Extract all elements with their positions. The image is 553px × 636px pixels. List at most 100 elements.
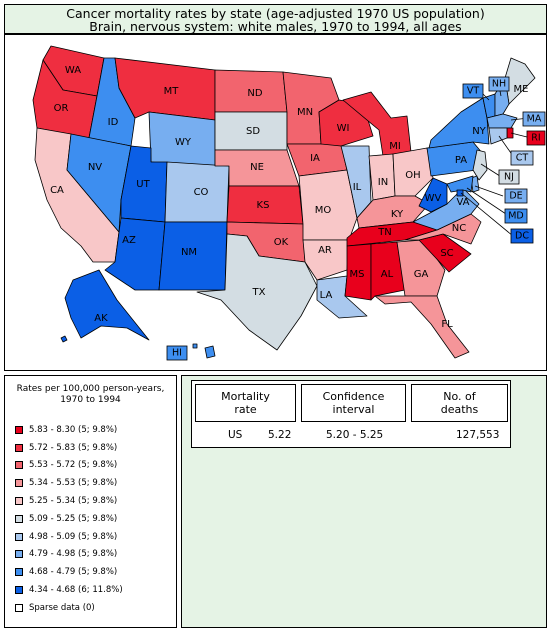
legend-label: 4.68 - 4.79 (5; 9.8%) (29, 567, 118, 578)
tag-MA[interactable] (522, 111, 546, 127)
legend-label: Sparse data (0) (29, 602, 95, 613)
label-KY: KY (391, 209, 404, 220)
label-MA: MA (527, 114, 542, 125)
tag-RI[interactable] (526, 130, 546, 146)
label-ME: ME (514, 84, 529, 95)
label-PA: PA (455, 155, 467, 166)
legend-title: Rates per 100,000 person-years, 1970 to … (16, 384, 165, 405)
tag-HI[interactable] (166, 345, 188, 361)
legend-item: 5.83 - 8.30 (5; 9.8%) (15, 421, 123, 439)
header-deaths: No. of deaths (411, 384, 508, 422)
stats-table: Mortality rate Confidence interval No. of d… (191, 380, 511, 448)
label-MO: MO (315, 205, 332, 216)
label-ID: ID (108, 117, 119, 128)
label-WY: WY (175, 137, 192, 148)
legend-label: 5.53 - 5.72 (5; 9.8%) (29, 460, 118, 471)
state-NY[interactable] (428, 97, 490, 149)
stats-panel: Mortality rate Confidence interval No. of d… (181, 375, 547, 628)
state-NJ[interactable] (472, 149, 488, 181)
label-FL: FL (441, 319, 453, 330)
legend-label: 5.72 - 5.83 (5; 9.8%) (29, 442, 118, 453)
legend-item: 4.98 - 5.09 (5; 9.8%) (15, 528, 123, 546)
legend-label: 4.79 - 4.98 (5; 9.8%) (29, 549, 118, 560)
legend-label: 5.34 - 5.53 (5; 9.8%) (29, 478, 118, 489)
legend-label: 5.25 - 5.34 (5; 9.8%) (29, 496, 118, 507)
state-MI[interactable] (342, 91, 412, 157)
state-DC[interactable] (456, 189, 464, 197)
legend-swatch (15, 479, 23, 488)
label-MS: MS (350, 269, 365, 280)
us-map: WA OR CA ID NV MT WY UT AZ CO NM ND SD N… (32, 45, 546, 361)
label-WI: WI (337, 123, 350, 134)
label-KS: KS (257, 200, 270, 211)
state-NM[interactable] (158, 221, 228, 291)
state-MD[interactable] (446, 175, 474, 193)
label-SD: SD (246, 126, 260, 137)
state-NV[interactable] (66, 133, 132, 233)
state-WV[interactable] (418, 177, 448, 213)
legend-item: 5.34 - 5.53 (5; 9.8%) (15, 474, 123, 492)
state-MA[interactable] (486, 113, 518, 129)
label-UT: UT (136, 179, 150, 190)
label-NH: NH (492, 79, 506, 90)
title-box: Cancer mortality rates by state (age-adj… (4, 4, 547, 34)
legend-label: 4.34 - 4.68 (6; 11.8%) (29, 585, 123, 596)
state-AR[interactable] (302, 239, 350, 281)
legend-item: 5.09 - 5.25 (5; 9.8%) (15, 510, 123, 528)
legend-item: 5.25 - 5.34 (5; 9.8%) (15, 492, 123, 510)
label-OR: OR (54, 103, 69, 114)
tag-NJ[interactable] (498, 169, 520, 185)
label-MT: MT (164, 86, 180, 97)
tag-VT[interactable] (462, 83, 484, 99)
label-WA: WA (65, 65, 81, 76)
legend-swatch (15, 425, 23, 434)
state-ME[interactable] (504, 57, 536, 105)
label-DC: DC (515, 231, 529, 242)
tag-NH[interactable] (488, 76, 510, 92)
tag-CT[interactable] (510, 150, 534, 166)
label-ND: ND (247, 88, 262, 99)
legend-item: 5.53 - 5.72 (5; 9.8%) (15, 457, 123, 475)
label-AL: AL (381, 269, 394, 280)
legend-item: 4.68 - 4.79 (5; 9.8%) (15, 563, 123, 581)
label-LA: LA (320, 290, 333, 301)
tag-DC[interactable] (510, 228, 534, 244)
legend-item: Sparse data (0) (15, 599, 123, 617)
legend-list: 5.83 - 8.30 (5; 9.8%) 5.72 - 5.83 (5; 9.8… (15, 421, 123, 617)
state-DE[interactable] (470, 175, 480, 193)
legend-box: Rates per 100,000 person-years, 1970 to … (4, 375, 177, 628)
label-AZ: AZ (122, 235, 136, 246)
legend-swatch (15, 497, 23, 506)
ci-value: 5.20 - 5.25 (326, 429, 384, 441)
legend-item: 4.34 - 4.68 (6; 11.8%) (15, 581, 123, 599)
label-IL: IL (353, 182, 362, 193)
header-confidence-interval: Confidence interval (301, 384, 406, 422)
legend-label: 5.09 - 5.25 (5; 9.8%) (29, 513, 118, 524)
header-mortality-rate: Mortality rate (195, 384, 296, 422)
label-HI: HI (172, 348, 182, 359)
legend-swatch (15, 514, 23, 523)
label-TX: TX (252, 287, 266, 298)
legend-swatch (15, 550, 23, 559)
state-AL[interactable] (370, 241, 406, 301)
map-frame: WA OR CA ID NV MT WY UT AZ CO NM ND SD N… (4, 34, 547, 371)
state-MS[interactable] (344, 243, 372, 301)
label-NE: NE (250, 162, 264, 173)
state-CT[interactable] (488, 127, 508, 145)
label-MN: MN (297, 107, 313, 118)
tag-MD[interactable] (504, 208, 528, 224)
state-TX[interactable] (196, 233, 318, 351)
label-VA: VA (456, 197, 469, 208)
label-GA: GA (414, 269, 429, 280)
state-OH[interactable] (392, 147, 434, 197)
state-AK[interactable] (64, 269, 150, 341)
rate-value: 5.22 (268, 429, 292, 441)
state-HI[interactable] (204, 345, 216, 359)
legend-label: 4.98 - 5.09 (5; 9.8%) (29, 531, 118, 542)
legend-swatch (15, 443, 23, 452)
legend-swatch (15, 603, 23, 612)
label-CA: CA (50, 185, 64, 196)
tag-DE[interactable] (504, 188, 528, 204)
legend-swatch (15, 586, 23, 595)
state-FL[interactable] (374, 295, 470, 359)
